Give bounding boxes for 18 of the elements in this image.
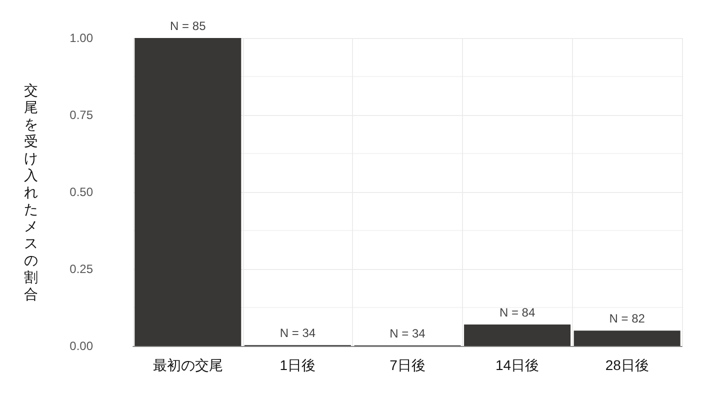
bar [574, 330, 680, 346]
y-tick-label: 1.00 [70, 31, 94, 45]
y-tick-label: 0.00 [70, 339, 94, 353]
y-tick-label: 0.75 [70, 108, 94, 122]
x-tick-label: 7日後 [390, 357, 426, 373]
annotation: N = 34 [280, 326, 316, 340]
annotation: N = 85 [170, 19, 206, 33]
bar [464, 324, 571, 346]
x-tick-label: 14日後 [496, 357, 540, 373]
x-tick-label: 1日後 [280, 357, 316, 373]
x-tick-label: 28日後 [605, 357, 649, 373]
y-tick-label: 0.25 [70, 262, 94, 276]
text: 交尾を受け入れたメスの割合 [24, 82, 38, 302]
annotation: N = 84 [499, 305, 536, 320]
annotation: N = 34 [390, 326, 426, 340]
x-tick-label: 最初の交尾 [152, 357, 223, 373]
y-tick-label: 0.50 [70, 185, 94, 199]
annotation: N = 82 [609, 312, 646, 326]
